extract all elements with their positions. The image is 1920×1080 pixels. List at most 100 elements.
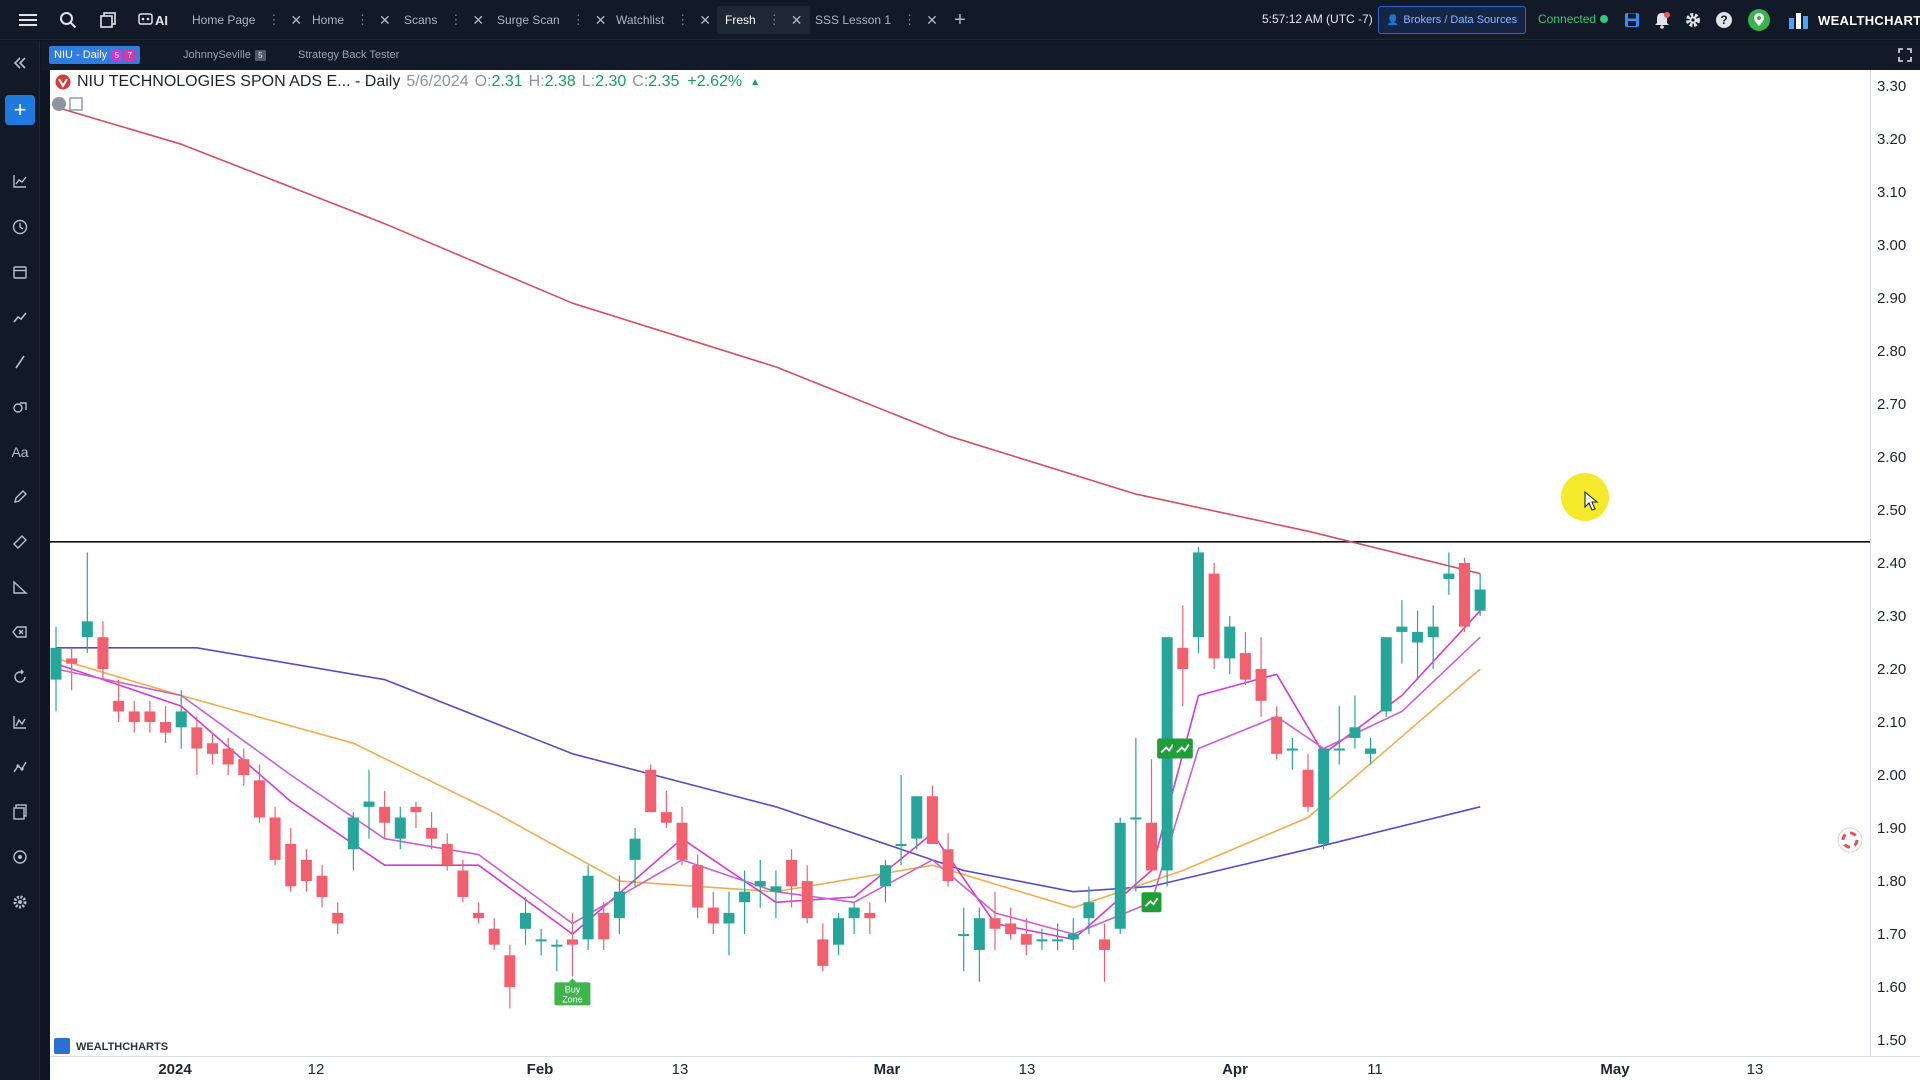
pencil-icon[interactable]: [8, 485, 32, 509]
candle[interactable]: [942, 833, 954, 887]
text-tool-icon[interactable]: Aa: [11, 444, 29, 460]
candle[interactable]: [1380, 637, 1392, 717]
signal-marker[interactable]: [1157, 738, 1178, 759]
add-tab-icon[interactable]: +: [954, 8, 966, 31]
profile-icon[interactable]: [1747, 8, 1771, 32]
layouts-icon[interactable]: [96, 8, 120, 32]
candle[interactable]: [989, 891, 1001, 950]
fullscreen-icon[interactable]: [1898, 48, 1912, 67]
candle[interactable]: [692, 854, 704, 919]
line-tool-icon[interactable]: [8, 350, 32, 374]
candle[interactable]: [175, 690, 187, 749]
candle[interactable]: [613, 875, 625, 935]
chart-type-icon[interactable]: [8, 169, 32, 193]
close-icon[interactable]: ✕: [290, 11, 303, 28]
candle[interactable]: [1005, 907, 1017, 940]
bell-icon[interactable]: [1650, 8, 1674, 32]
candle[interactable]: [1177, 605, 1189, 707]
time-axis[interactable]: 2024 12 Feb 13 Mar 13 Apr 11 May 13: [50, 1056, 1920, 1080]
candle[interactable]: [300, 849, 312, 892]
shapes-icon[interactable]: [8, 395, 32, 419]
candle[interactable]: [1114, 817, 1126, 935]
tab-options-icon[interactable]: ⋮: [356, 12, 370, 27]
candle[interactable]: [926, 785, 938, 844]
clock-icon[interactable]: [8, 215, 32, 239]
candle[interactable]: [754, 859, 766, 908]
hamburger-menu-icon[interactable]: [16, 8, 40, 32]
close-icon[interactable]: ✕: [790, 11, 803, 28]
candle[interactable]: [848, 902, 860, 935]
candle[interactable]: [504, 944, 516, 1009]
candle[interactable]: [739, 870, 751, 935]
candle[interactable]: [723, 891, 735, 956]
trend-icon[interactable]: [8, 305, 32, 329]
candle[interactable]: [1349, 695, 1361, 749]
candle[interactable]: [1161, 637, 1173, 887]
candle[interactable]: [347, 812, 359, 871]
candle[interactable]: [238, 748, 250, 786]
candle[interactable]: [833, 912, 844, 956]
candle[interactable]: [1099, 923, 1111, 982]
candle[interactable]: [864, 902, 876, 935]
candle[interactable]: [144, 700, 156, 733]
candle[interactable]: [488, 918, 500, 950]
widget-icon[interactable]: [1841, 831, 1859, 849]
tab-options-icon[interactable]: ⋮: [903, 12, 917, 27]
tab-watchlist[interactable]: Watchlist ⋮ ✕: [608, 6, 719, 34]
candle[interactable]: [316, 865, 328, 908]
candle[interactable]: [660, 790, 672, 829]
candle[interactable]: [629, 828, 641, 887]
copy-icon[interactable]: [8, 800, 32, 824]
chart-tab-niu-daily[interactable]: NIU - Daily 5 7: [49, 46, 141, 64]
target-icon[interactable]: [8, 845, 32, 869]
save-icon[interactable]: [1620, 8, 1644, 32]
measure-icon[interactable]: [8, 575, 32, 599]
candle[interactable]: [582, 865, 594, 950]
candle[interactable]: [1396, 600, 1408, 664]
candle[interactable]: [1443, 552, 1455, 595]
candle[interactable]: [1020, 918, 1032, 956]
candle[interactable]: [1459, 557, 1470, 632]
eraser-icon[interactable]: [8, 620, 32, 644]
candle[interactable]: [676, 806, 688, 866]
candle[interactable]: [911, 796, 923, 850]
candle[interactable]: [770, 870, 782, 919]
candle[interactable]: [285, 828, 297, 892]
candle[interactable]: [520, 896, 531, 945]
candle[interactable]: [410, 801, 422, 829]
candle[interactable]: [958, 907, 970, 972]
candle[interactable]: [473, 902, 485, 924]
candle[interactable]: [551, 939, 563, 972]
candle[interactable]: [426, 812, 438, 850]
candle[interactable]: [1239, 631, 1251, 685]
candle[interactable]: [1067, 918, 1079, 950]
expand-icon[interactable]: [69, 97, 83, 111]
price-axis[interactable]: 3.30 3.20 3.10 3.00 2.90 2.80 2.70 2.60 2.50 2.40…: [1870, 70, 1920, 1056]
tab-options-icon[interactable]: ⋮: [571, 12, 585, 27]
candle[interactable]: [1286, 737, 1298, 770]
moving-average-line-4[interactable]: [55, 610, 1481, 941]
moving-average-line-1[interactable]: [55, 106, 1481, 575]
tab-surge-scan[interactable]: Surge Scan ⋮ ✕: [489, 6, 614, 34]
collapse-icon[interactable]: [8, 51, 32, 75]
chart-tab-johnnyseville[interactable]: JohnnySeville 5: [178, 46, 271, 64]
tab-options-icon[interactable]: ⋮: [449, 12, 463, 27]
candle[interactable]: [973, 907, 985, 982]
tab-home-page[interactable]: Home Page ⋮ ✕: [184, 6, 310, 34]
ai-assistant-icon[interactable]: AI: [136, 8, 170, 32]
ruler-icon[interactable]: [8, 530, 32, 554]
candle[interactable]: [441, 833, 453, 871]
candle[interactable]: [1271, 706, 1283, 760]
moving-average-line-5[interactable]: [55, 636, 1481, 935]
candle[interactable]: [191, 716, 203, 776]
tab-sss-lesson-1[interactable]: SSS Lesson 1 ⋮ ✕: [807, 6, 946, 34]
candle[interactable]: [801, 865, 813, 924]
candle[interactable]: [66, 647, 78, 691]
signal-marker[interactable]: [1141, 892, 1162, 913]
candle[interactable]: [97, 621, 109, 680]
close-icon[interactable]: ✕: [472, 11, 485, 28]
settings-gear-icon[interactable]: [52, 97, 66, 111]
candle[interactable]: [1427, 605, 1439, 670]
signal-marker[interactable]: [1172, 738, 1193, 759]
candle[interactable]: [1146, 759, 1157, 871]
